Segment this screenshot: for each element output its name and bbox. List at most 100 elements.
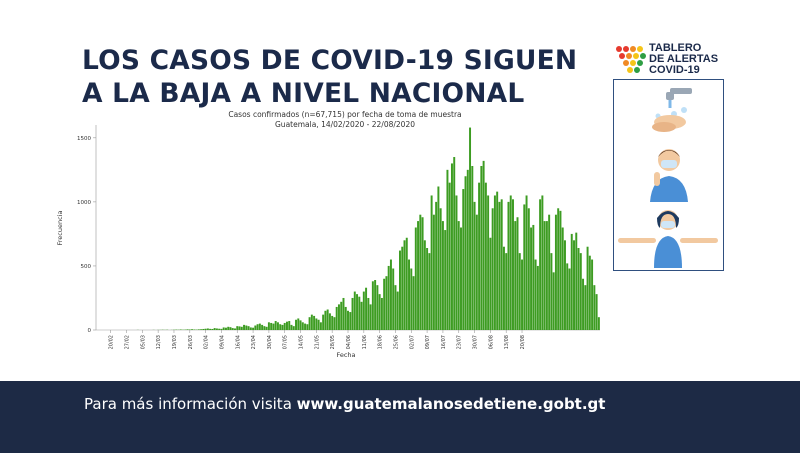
headline: LOS CASOS DE COVID-19 SIGUEN A LA BAJA A… — [82, 44, 577, 110]
bar — [548, 214, 551, 330]
bar — [597, 317, 600, 330]
bar — [566, 263, 569, 331]
bar — [505, 253, 508, 331]
bar — [324, 310, 327, 330]
logo-dots-icon — [616, 46, 646, 73]
bar — [215, 328, 218, 330]
bar — [521, 259, 524, 330]
bar — [279, 324, 282, 330]
x-tick-label: 12/03 — [156, 335, 162, 349]
bar — [514, 221, 517, 330]
footer-text: Para más información visita www.guatemal… — [84, 395, 605, 413]
bar — [383, 278, 386, 330]
bar — [417, 221, 420, 330]
bar — [518, 253, 521, 331]
bar — [301, 322, 304, 330]
bar — [437, 186, 440, 330]
bar — [432, 214, 435, 330]
bar — [450, 163, 453, 330]
bar — [446, 169, 449, 330]
y-ticks: 0 500 1000 1500 — [77, 136, 96, 334]
x-tick-label: 30/04 — [267, 335, 273, 349]
bar — [414, 227, 417, 330]
bar — [267, 322, 270, 330]
bar — [222, 327, 225, 330]
bar — [530, 227, 533, 330]
bar — [408, 259, 410, 330]
bar — [376, 285, 379, 330]
bar — [396, 291, 399, 330]
bar — [509, 195, 512, 330]
bar — [588, 255, 591, 330]
x-tick-label: 09/07 — [425, 335, 431, 349]
footer-bar: Para más información visita www.guatemal… — [0, 381, 800, 453]
bar — [179, 329, 182, 330]
x-tick-label: 18/06 — [378, 335, 384, 349]
x-tick-label: 26/03 — [188, 335, 194, 349]
logo-line-2: DE ALERTAS — [649, 53, 719, 65]
bar — [455, 195, 458, 330]
x-tick-label: 27/02 — [125, 335, 131, 349]
x-tick-label: 19/03 — [172, 335, 178, 349]
x-tick-label: 02/04 — [204, 335, 210, 349]
headline-line-1: LOS CASOS DE COVID-19 SIGUEN — [82, 45, 578, 76]
x-tick-label: 20/02 — [109, 335, 115, 349]
bar — [247, 326, 250, 330]
bar — [258, 323, 261, 330]
bar — [234, 328, 236, 330]
footer-website-link[interactable]: www.guatemalanosedetiene.gobt.gt — [296, 395, 606, 413]
x-tick-label: 07/05 — [283, 335, 289, 349]
x-tick-label: 09/04 — [219, 335, 225, 349]
logo-line-1: TABLERO — [649, 42, 702, 54]
x-tick-label: 16/04 — [235, 335, 241, 349]
bar — [579, 253, 582, 331]
bar — [281, 324, 284, 331]
x-tick-label: 23/07 — [457, 335, 463, 349]
bar — [550, 253, 553, 331]
y-tick-label: 500 — [81, 264, 92, 270]
logo-text: TABLERO DE ALERTAS COVID-19 — [649, 43, 718, 76]
bar — [297, 318, 300, 330]
chart-subtitle: Guatemala, 14/02/2020 - 22/08/2020 — [275, 120, 415, 129]
bar — [498, 201, 501, 331]
bar — [369, 304, 372, 331]
bar — [306, 324, 309, 330]
chart-title: Casos confirmados (n=67,715) por fecha d… — [228, 110, 461, 119]
x-ticks: 20/02 27/02 05/03 12/03 19/03 26/03 02/04 09/04… — [109, 330, 526, 349]
logo-line-3: COVID-19 — [649, 64, 700, 76]
bar — [202, 328, 205, 330]
bar — [263, 326, 266, 330]
bar — [340, 301, 343, 330]
bar — [582, 278, 585, 330]
bar — [385, 276, 388, 330]
bar — [256, 324, 259, 330]
bar — [387, 265, 390, 330]
bar — [462, 189, 465, 330]
bar — [539, 199, 542, 330]
bar — [356, 294, 359, 331]
x-tick-label: 28/05 — [330, 335, 336, 349]
bar — [322, 314, 325, 331]
bar — [403, 240, 406, 330]
bar — [516, 217, 519, 330]
bar — [290, 324, 293, 331]
bar — [276, 322, 279, 330]
bar — [193, 329, 196, 330]
bar — [304, 323, 307, 330]
bar — [502, 246, 505, 330]
x-tick-label: 23/04 — [251, 335, 257, 349]
bar — [317, 319, 320, 330]
bar — [319, 322, 322, 330]
bar — [471, 166, 474, 330]
bar — [200, 329, 203, 330]
bar — [308, 317, 311, 330]
bar — [211, 328, 214, 330]
bar — [469, 127, 472, 330]
bars — [136, 127, 600, 331]
bar — [333, 317, 336, 330]
bar — [419, 214, 422, 330]
bar — [313, 315, 316, 330]
bar — [557, 208, 560, 330]
bar — [457, 221, 460, 330]
bar — [586, 246, 589, 330]
